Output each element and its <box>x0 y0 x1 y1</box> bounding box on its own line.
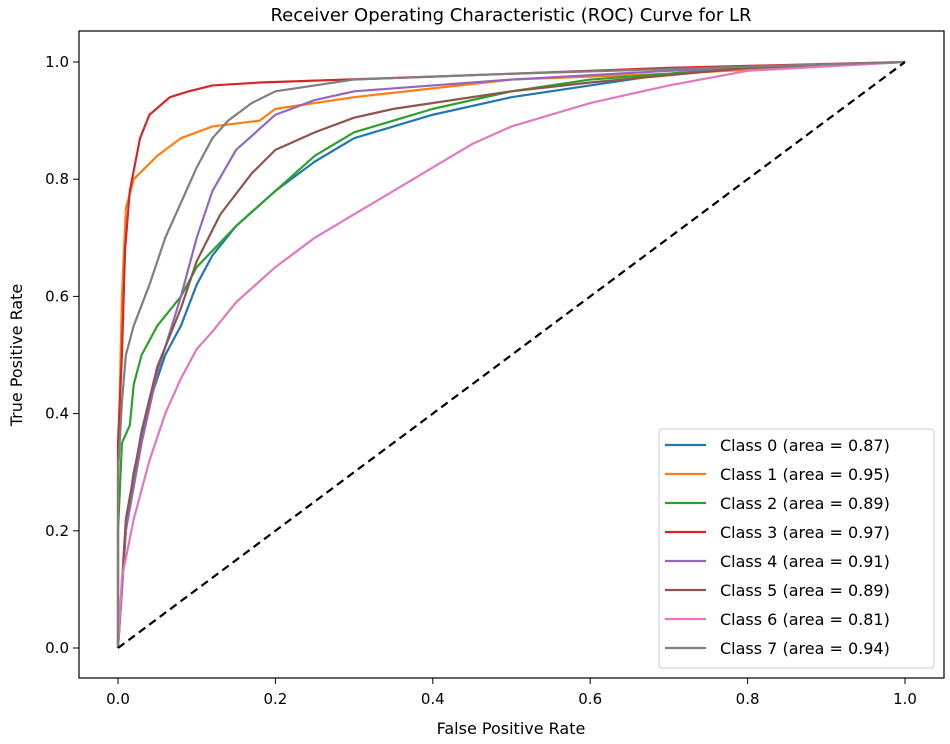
x-tick-label: 0.4 <box>421 690 445 708</box>
x-tick-label: 0.0 <box>106 690 130 708</box>
x-tick-label: 0.8 <box>736 690 760 708</box>
legend-label: Class 4 (area = 0.91) <box>720 552 890 571</box>
y-tick-label: 0.2 <box>45 522 69 540</box>
legend-label: Class 0 (area = 0.87) <box>720 436 890 455</box>
roc-curve-class-7 <box>116 60 906 648</box>
y-tick-label: 0.6 <box>45 287 69 305</box>
legend-label: Class 5 (area = 0.89) <box>720 581 890 600</box>
x-axis-label: False Positive Rate <box>437 719 586 738</box>
x-tick-label: 0.2 <box>263 690 287 708</box>
legend-label: Class 6 (area = 0.81) <box>720 610 890 629</box>
legend: Class 0 (area = 0.87) Class 1 (area = 0.9… <box>658 428 935 669</box>
y-tick-label: 0.8 <box>45 170 69 188</box>
chart-title: Receiver Operating Characteristic (ROC) … <box>270 5 751 26</box>
y-tick-label: 0.4 <box>45 405 69 423</box>
roc-curve-class-6 <box>116 60 906 649</box>
plot-frame <box>78 30 945 679</box>
roc-curve-class-4 <box>116 60 906 649</box>
legend-label: Class 1 (area = 0.95) <box>720 465 890 484</box>
y-tick-label: 0.0 <box>45 639 69 657</box>
x-tick-label: 0.6 <box>578 690 602 708</box>
chance-diagonal-line <box>117 61 906 649</box>
y-tick-label: 1.0 <box>45 53 69 71</box>
y-axis-label: True Positive Rate <box>7 284 26 428</box>
legend-label: Class 7 (area = 0.94) <box>720 639 890 658</box>
legend-box <box>658 428 935 669</box>
legend-label: Class 2 (area = 0.89) <box>720 494 890 513</box>
roc-curve-class-5 <box>116 60 906 649</box>
x-tick-label: 1.0 <box>893 690 917 708</box>
legend-label: Class 3 (area = 0.97) <box>720 523 890 542</box>
